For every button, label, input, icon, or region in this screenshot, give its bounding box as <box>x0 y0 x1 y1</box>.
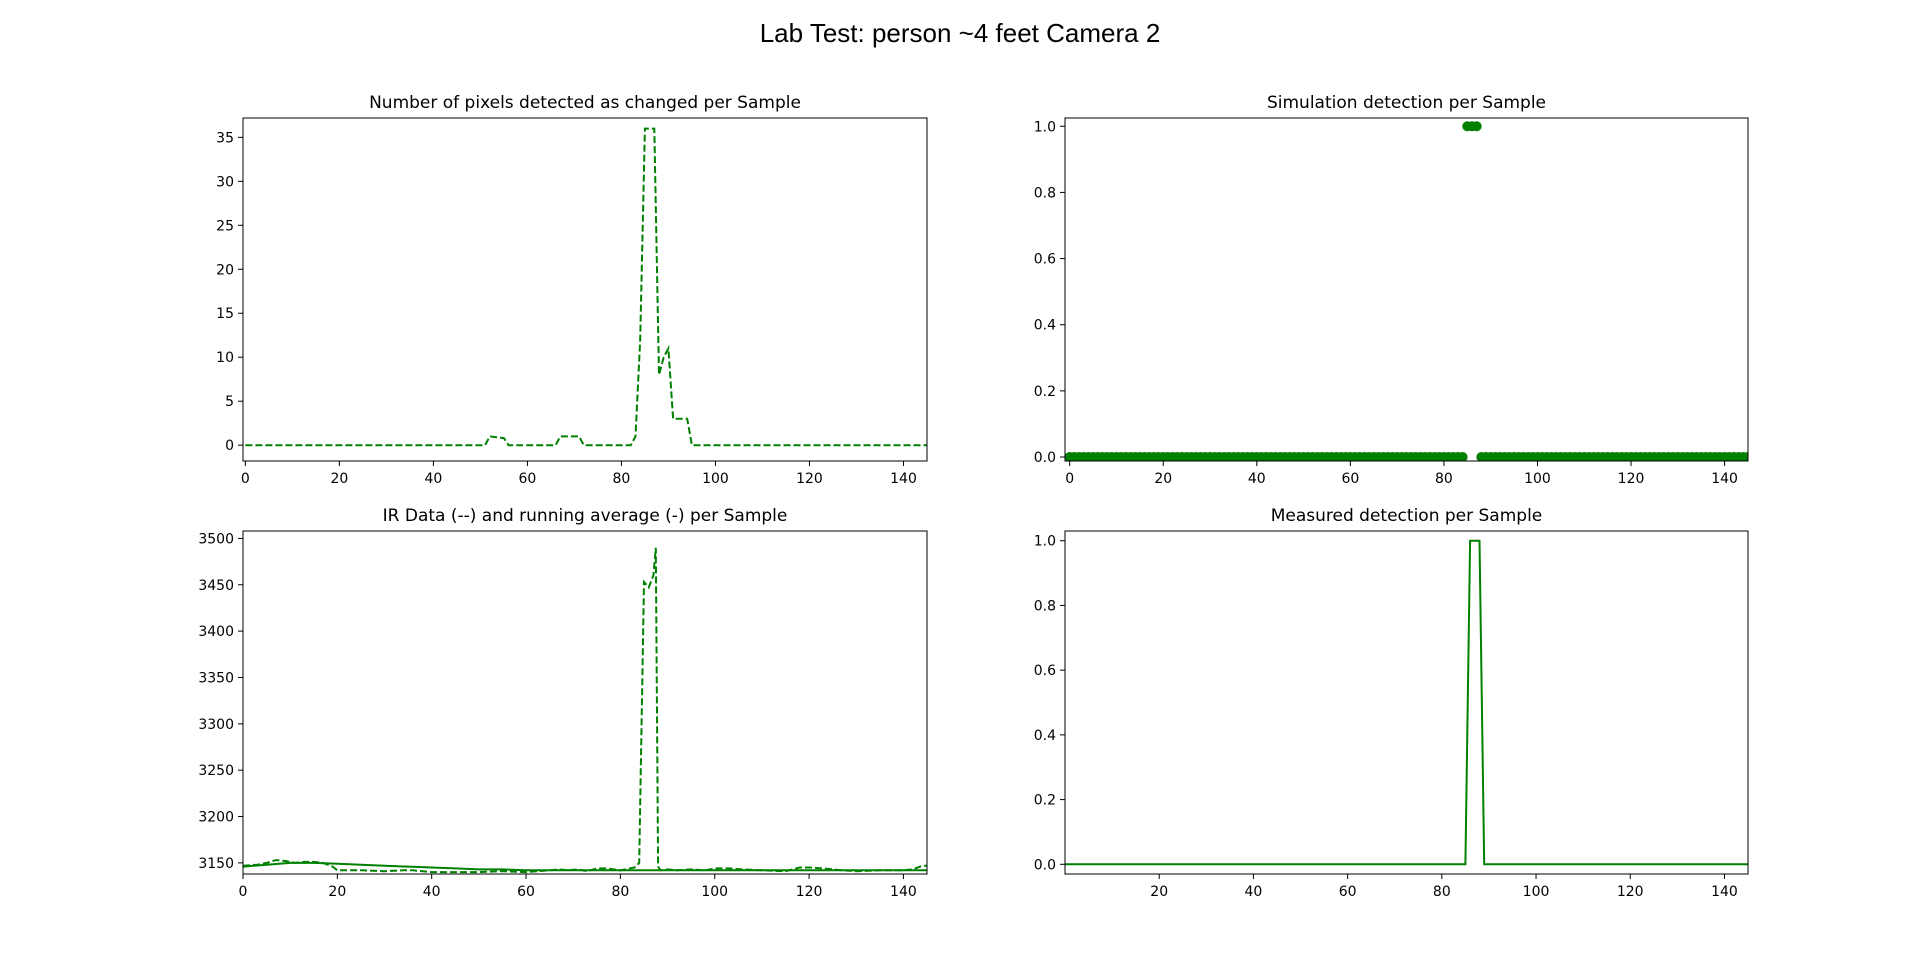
x-tick-label: 100 <box>701 884 728 900</box>
x-tick-label: 140 <box>890 471 917 487</box>
x-tick-label: 120 <box>1617 884 1644 900</box>
y-tick-label: 3200 <box>198 810 234 826</box>
y-tick-label: 20 <box>216 262 234 278</box>
scatter-point <box>1471 121 1482 132</box>
y-tick-label: 3500 <box>198 531 234 547</box>
y-tick-label: 0.6 <box>1034 663 1056 679</box>
y-tick-label: 0.2 <box>1034 384 1056 400</box>
x-tick-label: 140 <box>1711 884 1738 900</box>
x-tick-label: 20 <box>1154 471 1172 487</box>
x-tick-label: 140 <box>1711 471 1738 487</box>
y-tick-label: 3400 <box>198 624 234 640</box>
x-tick-label: 0 <box>239 884 248 900</box>
scatter-point <box>1743 452 1748 461</box>
x-tick-label: 40 <box>1244 884 1262 900</box>
y-tick-label: 15 <box>216 306 234 322</box>
y-tick-label: 3250 <box>198 763 234 779</box>
y-tick-label: 30 <box>216 174 234 190</box>
pixels-title: Number of pixels detected as changed per… <box>369 93 801 113</box>
y-tick-label: 0.8 <box>1034 598 1056 614</box>
x-tick-label: 20 <box>328 884 346 900</box>
x-tick-label: 60 <box>517 884 535 900</box>
x-tick-label: 0 <box>1065 471 1074 487</box>
figure-title: Lab Test: person ~4 feet Camera 2 <box>759 18 1161 48</box>
x-tick-label: 100 <box>1524 471 1551 487</box>
y-tick-label: 0.0 <box>1034 450 1056 466</box>
x-tick-label: 20 <box>1150 884 1168 900</box>
x-tick-label: 120 <box>796 471 823 487</box>
x-tick-label: 60 <box>1339 884 1357 900</box>
simulation-title: Simulation detection per Sample <box>1267 93 1546 113</box>
measured-series-line-0 <box>1065 539 1748 866</box>
x-tick-label: 0 <box>241 471 250 487</box>
ir-axes-frame <box>242 530 928 875</box>
simulation-plot: Simulation detection per Sample 0 20 40 60 80… <box>1034 93 1749 487</box>
y-tick-label: 3300 <box>198 717 234 733</box>
pixels-axes-frame <box>242 117 928 462</box>
y-tick-label: 3450 <box>198 578 234 594</box>
simulation-series-area <box>1065 121 1748 461</box>
ir-plot: IR Data (--) and running average (-) per… <box>198 506 928 900</box>
pixels-series-area <box>245 127 927 447</box>
y-tick-label: 5 <box>225 394 234 410</box>
x-tick-label: 80 <box>1435 471 1453 487</box>
x-tick-label: 40 <box>423 884 441 900</box>
y-tick-label: 0.4 <box>1034 728 1056 744</box>
ir-series-line-1 <box>243 861 927 872</box>
scatter-point <box>1457 452 1468 461</box>
y-tick-label: 0.4 <box>1034 318 1056 334</box>
x-tick-label: 40 <box>424 471 442 487</box>
x-tick-label: 80 <box>1433 884 1451 900</box>
y-tick-label: 0.0 <box>1034 857 1056 873</box>
ir-series-area <box>243 547 927 874</box>
y-tick-label: 1.0 <box>1034 534 1056 550</box>
y-tick-label: 25 <box>216 218 234 234</box>
x-tick-label: 100 <box>1523 884 1550 900</box>
x-tick-label: 20 <box>330 471 348 487</box>
measured-axes-frame <box>1064 530 1749 875</box>
simulation-axes-frame <box>1064 117 1749 462</box>
x-tick-label: 60 <box>1341 471 1359 487</box>
pixels-series-line-0 <box>245 127 927 447</box>
x-tick-label: 80 <box>611 884 629 900</box>
y-tick-label: 0.6 <box>1034 252 1056 268</box>
x-tick-label: 120 <box>1618 471 1645 487</box>
ir-series-line-0 <box>243 547 927 874</box>
x-tick-label: 60 <box>518 471 536 487</box>
y-tick-label: 3350 <box>198 670 234 686</box>
y-tick-label: 10 <box>216 350 234 366</box>
measured-title: Measured detection per Sample <box>1271 506 1543 526</box>
y-tick-label: 0.8 <box>1034 185 1056 201</box>
y-tick-label: 35 <box>216 130 234 146</box>
measured-series-area <box>1065 539 1748 866</box>
x-tick-label: 40 <box>1248 471 1266 487</box>
y-tick-label: 0.2 <box>1034 793 1056 809</box>
y-tick-label: 1.0 <box>1034 119 1056 135</box>
y-tick-label: 0 <box>225 438 234 454</box>
y-tick-label: 3150 <box>198 856 234 872</box>
measured-plot: Measured detection per Sample 20 40 60 80 100… <box>1034 506 1749 900</box>
x-tick-label: 80 <box>613 471 631 487</box>
pixels-plot: Number of pixels detected as changed per… <box>216 93 928 487</box>
ir-title: IR Data (--) and running average (-) per… <box>383 506 788 526</box>
x-tick-label: 100 <box>702 471 729 487</box>
x-tick-label: 120 <box>796 884 823 900</box>
x-tick-label: 140 <box>890 884 917 900</box>
